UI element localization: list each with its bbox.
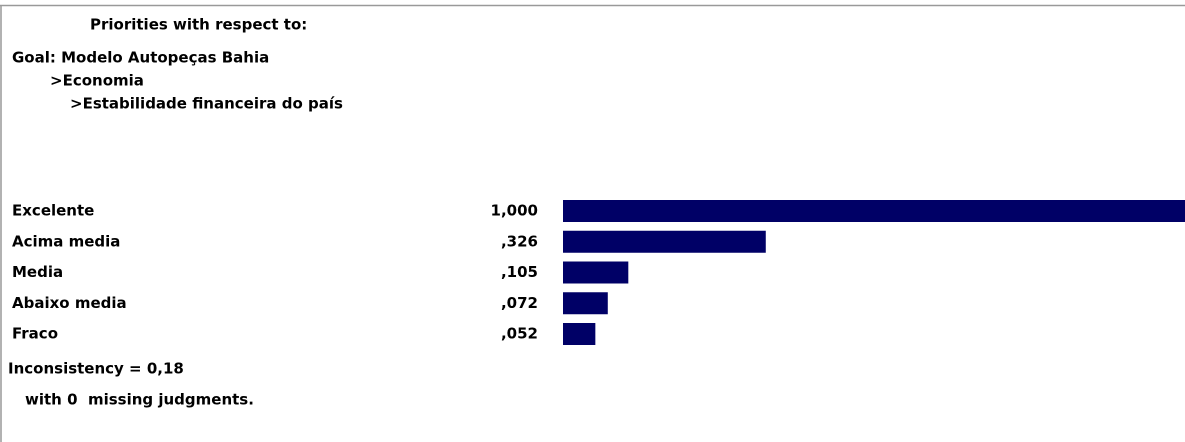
value-label: ,105 xyxy=(501,263,538,281)
value-label: ,052 xyxy=(501,325,538,343)
category-label: Abaixo media xyxy=(12,294,127,312)
hierarchy-line: Goal: Modelo Autopeças Bahia xyxy=(12,49,269,67)
value-label: 1,000 xyxy=(491,202,538,220)
annotation: with 0 missing judgments. xyxy=(25,391,254,409)
category-label: Fraco xyxy=(12,325,58,343)
hierarchy-line: >Economia xyxy=(50,72,144,90)
hierarchy-line: >Estabilidade financeira do país xyxy=(70,95,343,113)
annotation: Inconsistency = 0,18 xyxy=(8,360,184,378)
bar xyxy=(563,261,629,284)
value-label: ,326 xyxy=(501,232,538,250)
category-label: Excelente xyxy=(12,202,94,220)
chart-title: Priorities with respect to: xyxy=(90,16,307,34)
bar xyxy=(563,292,608,315)
category-label: Acima media xyxy=(12,232,120,250)
bar xyxy=(563,323,596,345)
category-label: Media xyxy=(12,263,63,281)
bar xyxy=(563,200,1185,222)
bar xyxy=(563,230,766,253)
value-label: ,072 xyxy=(501,294,538,312)
